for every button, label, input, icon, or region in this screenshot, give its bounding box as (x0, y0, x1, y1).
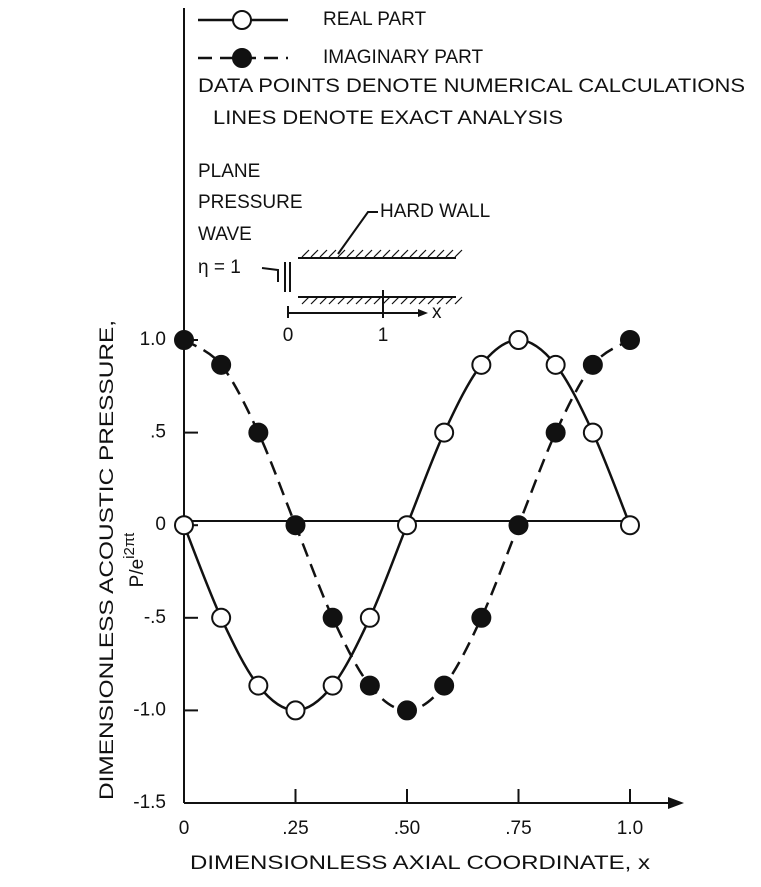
data-point (620, 515, 640, 536)
hatch-line (418, 249, 427, 258)
inset-label: PLANE (198, 161, 260, 182)
wave-front (284, 262, 291, 292)
hatch-line (400, 249, 409, 258)
legend-marker (232, 48, 252, 68)
hatch-line (445, 296, 454, 305)
data-point (471, 354, 492, 375)
inset-label: η = 1 (198, 257, 241, 278)
data-point (359, 607, 380, 628)
hatch-line (382, 249, 391, 258)
y-axis-label-base: P/e (127, 559, 148, 588)
hatch-line (319, 249, 328, 258)
hatch-line (364, 296, 373, 305)
hatch-line (454, 249, 463, 258)
hatch-line (445, 249, 454, 258)
data-point (248, 675, 269, 696)
data-point (434, 675, 455, 696)
y-tick-label: -1.5 (133, 792, 166, 813)
data-point (211, 607, 232, 628)
data-point (248, 422, 269, 443)
hatch-line (301, 296, 310, 305)
data-point (211, 354, 232, 375)
hatch-line (355, 296, 364, 305)
data-point (434, 422, 455, 443)
inset-tick-label: 0 (283, 325, 294, 346)
hatch-line (328, 249, 337, 258)
data-point (397, 700, 417, 721)
annotation: DATA POINTS DENOTE NUMERICAL CALCULATION… (198, 76, 745, 97)
hatch-line (382, 296, 391, 305)
hatch-line (454, 296, 463, 305)
hatch-line (319, 296, 328, 305)
hatch-line (391, 249, 400, 258)
y-axis-label: DIMENSIONLESS ACOUSTIC PRESSURE, (97, 320, 118, 800)
y-tick-label: 0 (155, 514, 166, 535)
x-tick-label: .75 (505, 818, 531, 839)
data-point (545, 354, 566, 375)
x-axis-arrow (668, 797, 684, 809)
hatch-line (409, 296, 418, 305)
hatch-line (346, 249, 355, 258)
data-point (285, 700, 306, 721)
data-point (582, 354, 603, 375)
hatch-line (418, 296, 427, 305)
x-tick-label: .25 (282, 818, 308, 839)
inset-label: HARD WALL (380, 201, 490, 222)
data-point (397, 515, 417, 536)
hatch-line (391, 296, 400, 305)
hatch-line (310, 249, 319, 258)
hatch (301, 249, 463, 305)
inset-axis-label: x (432, 302, 442, 323)
legend-label: IMAGINARY PART (323, 47, 484, 68)
legend-marker (232, 10, 252, 30)
hatch-line (337, 249, 346, 258)
hatch-line (427, 249, 436, 258)
annotation: LINES DENOTE EXACT ANALYSIS (213, 108, 563, 129)
y-axis-label: P/ei2πt (121, 532, 148, 588)
hatch-line (436, 296, 445, 305)
hatch-line (310, 296, 319, 305)
data-point (545, 422, 566, 443)
x-tick-label: .50 (394, 818, 420, 839)
inset-label: PRESSURE (198, 192, 303, 213)
hatch-line (436, 249, 445, 258)
data-point (174, 330, 194, 350)
data-point (285, 515, 306, 536)
hatch-line (400, 296, 409, 305)
hatch-line (328, 296, 337, 305)
y-tick-label: .5 (150, 422, 166, 443)
data-point (322, 607, 343, 628)
hatch-line (355, 249, 364, 258)
hatch-line (427, 296, 436, 305)
y-tick-label: 1.0 (140, 329, 166, 350)
data-point (582, 422, 603, 443)
hatch-line (301, 249, 310, 258)
y-tick-label: -1.0 (133, 699, 166, 720)
data-point (508, 330, 529, 350)
hatch-line (364, 249, 373, 258)
x-tick-label: 1.0 (617, 818, 643, 839)
x-tick-label: 0 (179, 818, 190, 839)
hatch-line (346, 296, 355, 305)
y-axis-label-sup: i2πt (121, 532, 138, 559)
data-point (620, 330, 640, 350)
hatch-line (373, 249, 382, 258)
hatch-line (409, 249, 418, 258)
legend-label: REAL PART (323, 9, 427, 30)
hatch-line (373, 296, 382, 305)
inset-arrow (418, 309, 428, 317)
inset-tick-label: 1 (378, 325, 389, 346)
y-tick-label: -.5 (144, 607, 166, 628)
data-point (322, 675, 343, 696)
inset-label: WAVE (198, 224, 252, 245)
x-axis-label: DIMENSIONLESS AXIAL COORDINATE, x (190, 853, 651, 874)
data-point (174, 515, 194, 536)
data-point (508, 515, 529, 536)
hatch-line (337, 296, 346, 305)
data-point (359, 675, 380, 696)
data-point (471, 607, 492, 628)
leader (261, 211, 378, 282)
